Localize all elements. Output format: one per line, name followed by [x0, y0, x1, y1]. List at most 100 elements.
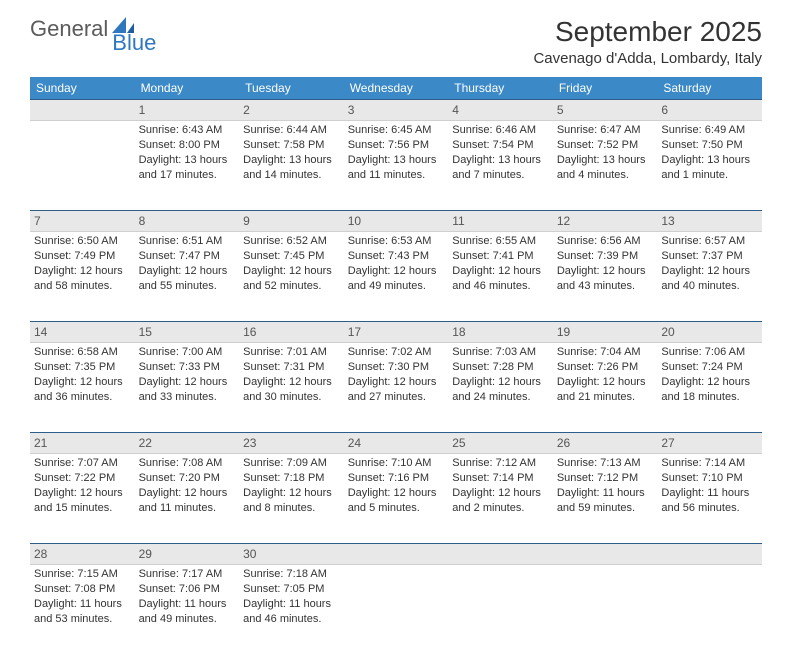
sunrise-line: Sunrise: 7:12 AM [452, 456, 549, 471]
empty-daynum [344, 544, 449, 565]
sunrise-line: Sunrise: 7:18 AM [243, 567, 340, 582]
sunset-line: Sunset: 7:43 PM [348, 249, 445, 264]
day-number: 15 [139, 325, 152, 339]
day-number: 5 [557, 103, 564, 117]
sunrise-line: Sunrise: 7:09 AM [243, 456, 340, 471]
daycontent-row: Sunrise: 7:15 AMSunset: 7:08 PMDaylight:… [30, 565, 762, 655]
daylight-line-2: and 30 minutes. [243, 390, 340, 405]
daylight-line-2: and 55 minutes. [139, 279, 236, 294]
daylight-line-2: and 11 minutes. [139, 501, 236, 516]
day-number: 25 [452, 436, 465, 450]
day-number: 20 [661, 325, 674, 339]
day-number: 13 [661, 214, 674, 228]
sunset-line: Sunset: 7:50 PM [661, 138, 758, 153]
daylight-line-2: and 43 minutes. [557, 279, 654, 294]
weekday-thu: Thursday [448, 77, 553, 100]
daylight-line-1: Daylight: 12 hours [557, 264, 654, 279]
sunset-line: Sunset: 7:18 PM [243, 471, 340, 486]
day-number: 24 [348, 436, 361, 450]
daylight-line-1: Daylight: 12 hours [452, 264, 549, 279]
day-cell: Sunrise: 7:08 AMSunset: 7:20 PMDaylight:… [135, 454, 240, 521]
sunset-line: Sunset: 7:20 PM [139, 471, 236, 486]
title-block: September 2025 Cavenago d'Adda, Lombardy… [533, 16, 762, 67]
daylight-line-1: Daylight: 11 hours [661, 486, 758, 501]
empty-day-cell [30, 121, 135, 211]
day-cell: Sunrise: 7:06 AMSunset: 7:24 PMDaylight:… [657, 343, 762, 410]
daylight-line-1: Daylight: 12 hours [348, 264, 445, 279]
day-cell: Sunrise: 6:55 AMSunset: 7:41 PMDaylight:… [448, 232, 553, 299]
sunset-line: Sunset: 7:12 PM [557, 471, 654, 486]
day-number: 11 [452, 214, 464, 228]
day-cell: Sunrise: 6:53 AMSunset: 7:43 PMDaylight:… [344, 232, 449, 299]
day-number: 17 [348, 325, 361, 339]
sunrise-line: Sunrise: 7:04 AM [557, 345, 654, 360]
sunrise-line: Sunrise: 6:53 AM [348, 234, 445, 249]
weekday-sat: Saturday [657, 77, 762, 100]
daylight-line-1: Daylight: 12 hours [243, 375, 340, 390]
sunrise-line: Sunrise: 6:55 AM [452, 234, 549, 249]
daylight-line-2: and 33 minutes. [139, 390, 236, 405]
sunset-line: Sunset: 7:30 PM [348, 360, 445, 375]
weekday-tue: Tuesday [239, 77, 344, 100]
daylight-line-2: and 52 minutes. [243, 279, 340, 294]
day-cell: Sunrise: 6:43 AMSunset: 8:00 PMDaylight:… [135, 121, 240, 188]
sunrise-line: Sunrise: 6:51 AM [139, 234, 236, 249]
sunset-line: Sunset: 7:35 PM [34, 360, 131, 375]
day-number: 30 [243, 547, 256, 561]
day-number: 29 [139, 547, 152, 561]
sunset-line: Sunset: 7:31 PM [243, 360, 340, 375]
daylight-line-2: and 46 minutes. [452, 279, 549, 294]
day-number: 4 [452, 103, 459, 117]
day-cell: Sunrise: 7:15 AMSunset: 7:08 PMDaylight:… [30, 565, 135, 632]
sunrise-line: Sunrise: 6:52 AM [243, 234, 340, 249]
sunset-line: Sunset: 7:47 PM [139, 249, 236, 264]
day-cell: Sunrise: 7:02 AMSunset: 7:30 PMDaylight:… [344, 343, 449, 410]
weekday-mon: Monday [135, 77, 240, 100]
day-number: 27 [661, 436, 674, 450]
empty-day-cell [657, 565, 762, 655]
sunset-line: Sunset: 7:33 PM [139, 360, 236, 375]
sunset-line: Sunset: 7:52 PM [557, 138, 654, 153]
daylight-line-2: and 49 minutes. [348, 279, 445, 294]
day-cell: Sunrise: 7:12 AMSunset: 7:14 PMDaylight:… [448, 454, 553, 521]
day-cell: Sunrise: 6:52 AMSunset: 7:45 PMDaylight:… [239, 232, 344, 299]
daylight-line-1: Daylight: 11 hours [139, 597, 236, 612]
daylight-line-1: Daylight: 12 hours [139, 264, 236, 279]
day-number: 16 [243, 325, 256, 339]
daylight-line-2: and 15 minutes. [34, 501, 131, 516]
daylight-line-2: and 7 minutes. [452, 168, 549, 183]
daylight-line-2: and 24 minutes. [452, 390, 549, 405]
weekday-sun: Sunday [30, 77, 135, 100]
daylight-line-1: Daylight: 13 hours [661, 153, 758, 168]
sunset-line: Sunset: 7:39 PM [557, 249, 654, 264]
daylight-line-2: and 49 minutes. [139, 612, 236, 627]
empty-daynum [30, 100, 135, 121]
sunset-line: Sunset: 7:37 PM [661, 249, 758, 264]
day-number: 3 [348, 103, 355, 117]
daylight-line-2: and 4 minutes. [557, 168, 654, 183]
day-cell: Sunrise: 6:45 AMSunset: 7:56 PMDaylight:… [344, 121, 449, 188]
sunset-line: Sunset: 7:56 PM [348, 138, 445, 153]
sunset-line: Sunset: 7:14 PM [452, 471, 549, 486]
sunrise-line: Sunrise: 6:43 AM [139, 123, 236, 138]
sunrise-line: Sunrise: 6:58 AM [34, 345, 131, 360]
empty-day-cell [553, 565, 658, 655]
day-cell: Sunrise: 7:18 AMSunset: 7:05 PMDaylight:… [239, 565, 344, 632]
weekday-wed: Wednesday [344, 77, 449, 100]
daylight-line-1: Daylight: 12 hours [452, 486, 549, 501]
daynum-row: 21222324252627 [30, 433, 762, 454]
empty-daynum [657, 544, 762, 565]
sunrise-line: Sunrise: 6:57 AM [661, 234, 758, 249]
day-number: 7 [34, 214, 41, 228]
daynum-row: 28 29 30 [30, 544, 762, 565]
sunrise-line: Sunrise: 6:50 AM [34, 234, 131, 249]
day-number: 28 [34, 547, 47, 561]
sunrise-line: Sunrise: 7:17 AM [139, 567, 236, 582]
calendar-table: Sunday Monday Tuesday Wednesday Thursday… [30, 77, 762, 655]
day-cell: Sunrise: 7:07 AMSunset: 7:22 PMDaylight:… [30, 454, 135, 521]
empty-daynum [553, 544, 658, 565]
daycontent-row: Sunrise: 6:50 AMSunset: 7:49 PMDaylight:… [30, 232, 762, 322]
empty-day-cell [448, 565, 553, 655]
day-number: 21 [34, 436, 47, 450]
daycontent-row: Sunrise: 6:43 AMSunset: 8:00 PMDaylight:… [30, 121, 762, 211]
